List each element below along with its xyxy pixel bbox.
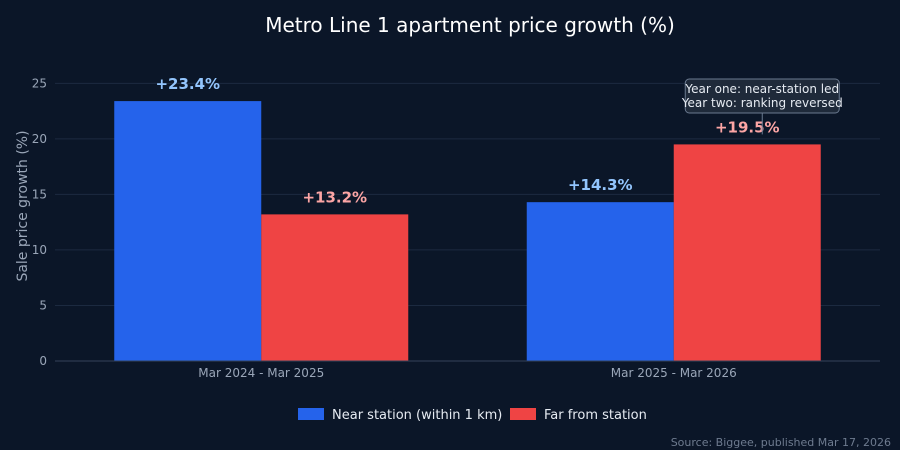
chart-title: Metro Line 1 apartment price growth (%) [265,13,675,37]
data-labels: +23.4% +13.2% +14.3% +19.5% [155,75,779,206]
legend: Near station (within 1 km) Far from stati… [298,408,647,423]
data-label: +19.5% [715,118,780,136]
y-tick-label: 15 [32,187,47,201]
y-tick-label: 10 [32,243,47,257]
x-tick-label: Mar 2024 - Mar 2025 [198,366,324,380]
source-note: Source: Biggee, published Mar 17, 2026 [671,436,891,449]
legend-label: Far from station [544,408,647,423]
annotation-text: Year two: ranking reversed [681,96,843,110]
data-label: +14.3% [568,176,633,194]
bar-near-0 [114,101,262,361]
bars [114,101,821,361]
legend-label: Near station (within 1 km) [332,408,502,423]
legend-swatch-far [510,408,536,420]
y-tick-label: 25 [32,76,47,90]
y-tick-label: 0 [39,354,47,368]
x-tick-label: Mar 2025 - Mar 2026 [611,366,737,380]
y-tick-label: 20 [32,132,47,146]
bar-far-0 [261,214,409,361]
y-tick-label: 5 [39,298,47,312]
bar-near-1 [526,202,674,361]
data-label: +13.2% [302,188,367,206]
legend-swatch-near [298,408,324,420]
y-axis-title: Sale price growth (%) [15,130,31,281]
data-label: +23.4% [155,75,220,93]
annotation-box [684,78,840,114]
axes: 0 5 10 15 20 25 Mar 2024 - Mar 2025 Mar 2025 - … [32,76,880,380]
bar-far-1 [673,144,821,361]
annotation-text: Year one: near-station led [684,82,839,96]
